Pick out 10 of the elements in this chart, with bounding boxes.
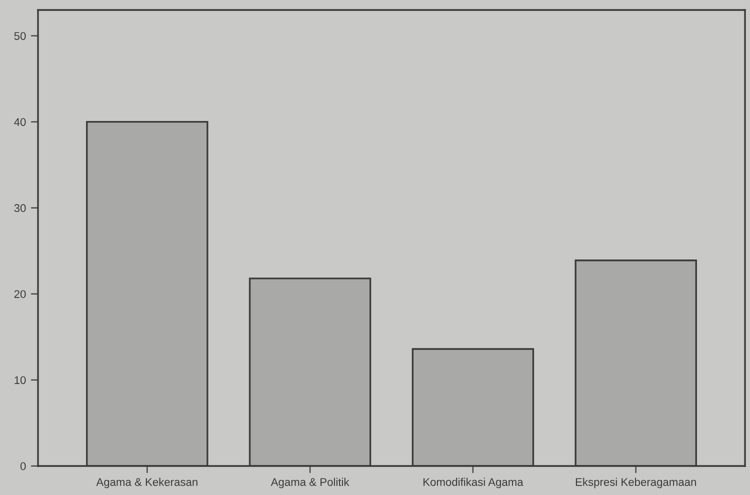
y-tick-label: 0 (20, 462, 26, 470)
y-tick-label: 50 (14, 32, 26, 40)
y-tick-label: 20 (14, 290, 26, 298)
x-tick-label: Agama & Politik (270, 478, 350, 488)
x-tick-label: Agama & Kekerasan (96, 478, 198, 488)
x-tick-label: Komodifikasi Agama (424, 478, 524, 488)
y-tick-label: 10 (14, 376, 26, 384)
y-tick-label: 40 (14, 118, 26, 126)
x-tick-label: Ekspresi Keberagamaan (576, 478, 696, 488)
y-tick-label: 30 (14, 204, 26, 212)
